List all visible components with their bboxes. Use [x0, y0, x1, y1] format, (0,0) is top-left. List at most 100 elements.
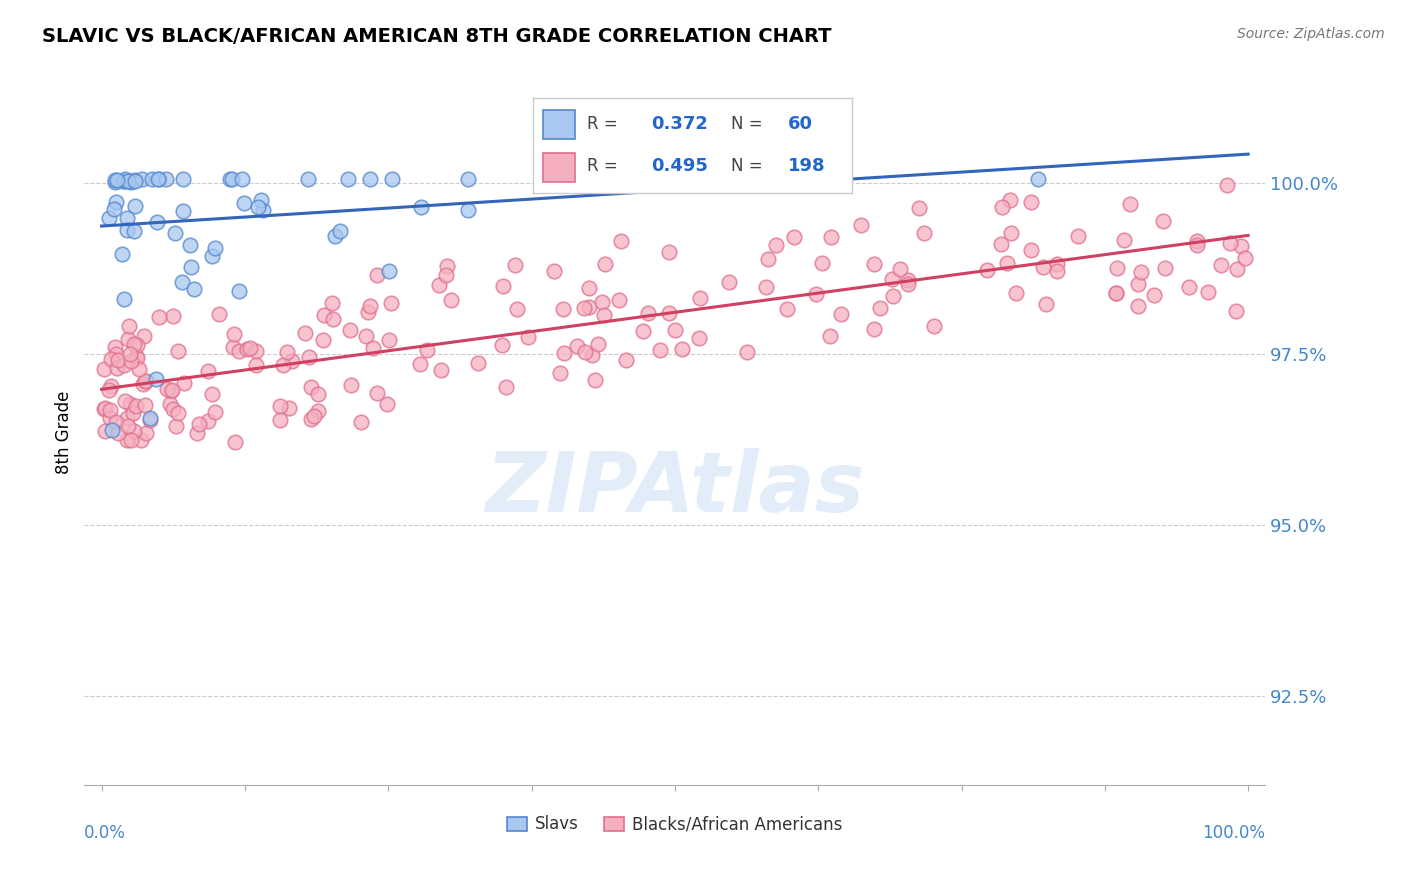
Point	[281, 353, 304, 368]
Point	[1215, 178, 1237, 192]
Point	[811, 256, 834, 270]
Point	[1067, 228, 1090, 243]
Point	[111, 246, 134, 260]
Point	[124, 172, 146, 186]
Point	[434, 268, 457, 282]
Text: 100.0%: 100.0%	[1202, 823, 1265, 842]
Point	[1154, 261, 1177, 276]
Point	[148, 172, 170, 186]
Point	[134, 398, 156, 412]
Point	[298, 350, 321, 364]
Point	[1021, 243, 1043, 257]
Point	[1128, 299, 1150, 313]
Point	[294, 326, 316, 340]
Point	[591, 172, 613, 186]
Point	[1226, 261, 1249, 276]
Point	[208, 307, 231, 321]
Point	[224, 434, 246, 449]
Point	[1143, 287, 1166, 301]
Point	[1185, 234, 1208, 248]
Point	[356, 329, 378, 343]
Point	[325, 229, 347, 244]
Point	[179, 238, 201, 252]
Text: ZIPAtlas: ZIPAtlas	[485, 449, 865, 530]
Point	[1107, 261, 1129, 276]
Point	[329, 224, 352, 238]
Point	[780, 172, 803, 186]
Point	[278, 401, 301, 415]
Point	[543, 264, 565, 278]
Point	[122, 224, 145, 238]
Point	[366, 385, 388, 400]
Point	[991, 200, 1014, 214]
Point	[105, 173, 128, 187]
Point	[204, 241, 226, 255]
Point	[1105, 285, 1128, 300]
Point	[180, 260, 202, 274]
Point	[297, 172, 319, 186]
Point	[591, 294, 613, 309]
Point	[141, 172, 163, 186]
Point	[250, 193, 273, 207]
Point	[93, 362, 115, 376]
Point	[197, 364, 219, 378]
Point	[1219, 236, 1241, 251]
Point	[339, 323, 361, 337]
Point	[869, 301, 891, 315]
Point	[162, 309, 184, 323]
Point	[307, 387, 329, 401]
Point	[897, 277, 920, 291]
Point	[122, 424, 145, 438]
Point	[807, 172, 830, 186]
Point	[1126, 277, 1149, 291]
Point	[908, 201, 931, 215]
Point	[976, 263, 998, 277]
Point	[124, 173, 146, 187]
Point	[863, 322, 886, 336]
Point	[1129, 265, 1152, 279]
Point	[129, 433, 152, 447]
Point	[849, 219, 872, 233]
Point	[1185, 237, 1208, 252]
Point	[276, 344, 298, 359]
Point	[94, 401, 117, 415]
Point	[783, 229, 806, 244]
Point	[689, 292, 711, 306]
Point	[467, 356, 489, 370]
Point	[117, 174, 139, 188]
Point	[1026, 172, 1049, 186]
Point	[231, 172, 253, 186]
Point	[172, 275, 194, 289]
Point	[457, 172, 479, 186]
Point	[551, 302, 574, 317]
Point	[236, 343, 259, 357]
Point	[156, 383, 179, 397]
Point	[228, 343, 250, 358]
Point	[550, 366, 572, 380]
Point	[1046, 256, 1069, 270]
Point	[1198, 285, 1220, 300]
Point	[100, 379, 122, 393]
Point	[574, 345, 596, 359]
Point	[104, 340, 127, 354]
Point	[252, 202, 274, 217]
Point	[505, 301, 527, 316]
Point	[124, 198, 146, 212]
Point	[159, 397, 181, 411]
Point	[269, 413, 291, 427]
Point	[114, 174, 136, 188]
Text: Source: ZipAtlas.com: Source: ZipAtlas.com	[1237, 27, 1385, 41]
Point	[375, 397, 398, 411]
Point	[114, 393, 136, 408]
Point	[430, 362, 453, 376]
Point	[409, 200, 432, 214]
Point	[172, 172, 194, 186]
Point	[307, 404, 329, 418]
Point	[269, 399, 291, 413]
Point	[340, 378, 363, 392]
Point	[112, 358, 135, 372]
Point	[1045, 263, 1067, 277]
Point	[115, 222, 138, 236]
Point	[98, 411, 121, 425]
Point	[120, 175, 142, 189]
